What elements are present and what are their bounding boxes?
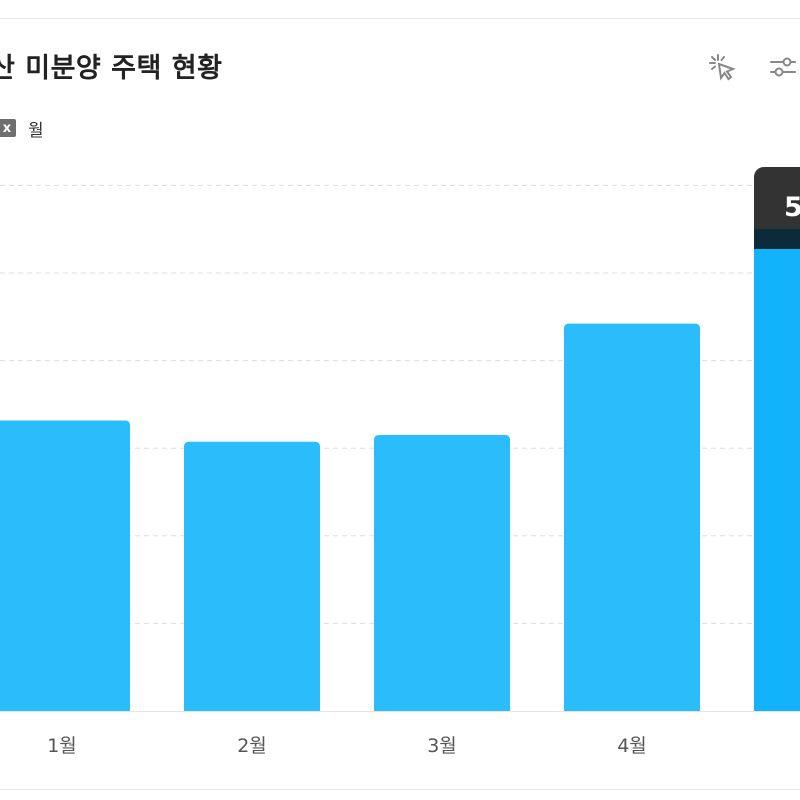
x-tick-label: 2월 [237,735,267,757]
chart-title: 산 미분양 주택 현황 [0,53,223,84]
legend[interactable]: x 월 [0,117,44,141]
click-select-icon[interactable] [707,52,737,82]
legend-marker[interactable]: x [0,119,16,137]
x-tick-label: 3월 [427,735,457,757]
tooltip-pointer-band [754,229,800,249]
bar [0,420,130,711]
filter-sliders-icon[interactable] [768,52,798,82]
tooltip-box [754,167,800,249]
x-tick-label: 1월 [47,735,77,757]
bar [374,435,510,711]
x-tick-label: 4월 [617,735,647,757]
bar [564,323,700,711]
bar [184,441,320,711]
legend-label: 월 [28,120,44,141]
bar [754,178,800,711]
tooltip-value: 5 [784,192,800,223]
